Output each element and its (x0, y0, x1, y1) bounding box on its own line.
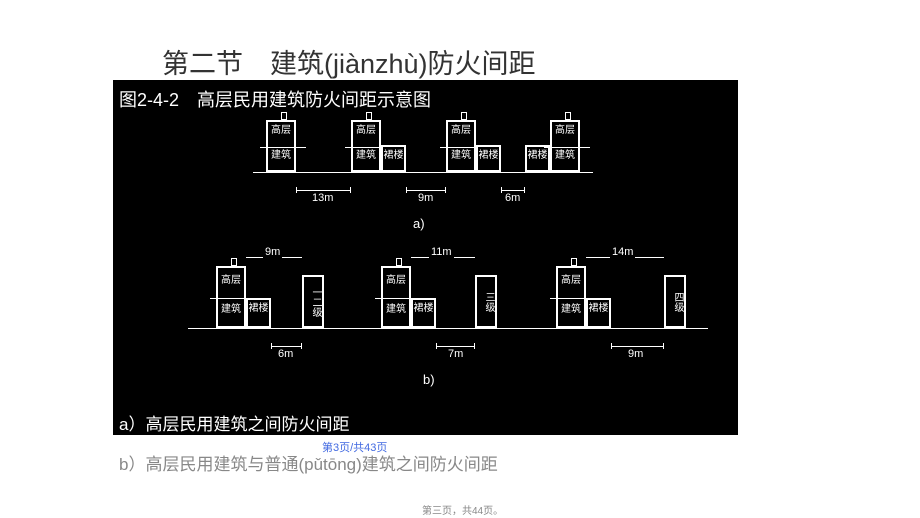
page-indicator-blue: 第3页/共43页 (322, 439, 387, 455)
dim-line (436, 346, 475, 347)
building-podium: 裙楼 (586, 298, 611, 328)
dim-label: 9m (626, 348, 645, 360)
building-tower: 高层 建筑 (381, 266, 411, 328)
chimney (461, 112, 467, 120)
podium-label: 裙楼 (248, 300, 269, 315)
panel-a-label: a) (413, 216, 425, 231)
building-tower: 高层 建筑 (550, 120, 580, 172)
ground-line (253, 172, 593, 173)
dim-tick (406, 187, 407, 193)
diagram-container: 图2-4-2 高层民用建筑防火间距示意图 高层 建筑 高层 建筑 裙楼 高层 建… (113, 80, 738, 435)
chimney (565, 112, 571, 120)
dim-label: 6m (276, 348, 295, 360)
dim-tick (501, 187, 502, 193)
building-label-top: 高层 (552, 122, 578, 137)
podium-label: 裙楼 (588, 300, 609, 315)
dim-tick (301, 343, 302, 349)
building-adjacent: 四级 (664, 275, 686, 328)
panel-b-label: b) (423, 372, 435, 387)
dim-label: 9m (416, 192, 435, 204)
dim-tick (271, 343, 272, 349)
dim-label: 11m (429, 246, 454, 258)
caption-a: a）高层民用建筑之间防火间距 (119, 410, 349, 435)
caption-b: b）高层民用建筑与普通(pǔtōng)建筑之间防火间距 (119, 450, 498, 475)
dim-line (406, 190, 446, 191)
building-adjacent: 一二级 (302, 275, 324, 328)
building-tower: 高层 建筑 (266, 120, 296, 172)
building-tower: 高层 建筑 (216, 266, 246, 328)
dim-tick (611, 343, 612, 349)
building-label-top: 高层 (353, 122, 379, 137)
dim-line (501, 190, 525, 191)
dim-label: 14m (610, 246, 635, 258)
dim-tick (296, 187, 297, 193)
building-label-bottom: 建筑 (448, 147, 474, 162)
dim-tick (436, 343, 437, 349)
adjacent-label: 三级 (477, 277, 495, 327)
chimney (231, 258, 237, 266)
divider (544, 147, 590, 148)
dim-tick (445, 187, 446, 193)
building-label-bottom: 建筑 (353, 147, 379, 162)
dim-tick (350, 187, 351, 193)
dim-line (271, 346, 302, 347)
ground-line (188, 328, 708, 329)
podium-label: 裙楼 (413, 300, 434, 315)
dim-label: 6m (503, 192, 522, 204)
dim-label: 7m (446, 348, 465, 360)
slide-title: 第二节 建筑(jiànzhù)防火间距 (162, 42, 536, 81)
building-podium: 裙楼 (476, 145, 501, 172)
dim-tick (663, 343, 664, 349)
dim-label: 9m (263, 246, 282, 258)
dim-label: 13m (310, 192, 335, 204)
divider (260, 147, 306, 148)
chimney (366, 112, 372, 120)
building-label-top: 高层 (218, 272, 244, 287)
dim-tick (524, 187, 525, 193)
building-label-bottom: 建筑 (383, 301, 409, 316)
building-podium: 裙楼 (411, 298, 436, 328)
dim-tick (474, 343, 475, 349)
podium-label: 裙楼 (383, 147, 404, 162)
building-label-bottom: 建筑 (268, 147, 294, 162)
adjacent-label: 四级 (666, 277, 684, 327)
building-label-top: 高层 (558, 272, 584, 287)
building-tower: 高层 建筑 (446, 120, 476, 172)
building-tower: 高层 建筑 (556, 266, 586, 328)
building-adjacent: 三级 (475, 275, 497, 328)
building-label-bottom: 建筑 (558, 301, 584, 316)
chimney (281, 112, 287, 120)
building-label-bottom: 建筑 (552, 147, 578, 162)
podium-label: 裙楼 (527, 147, 548, 162)
building-label-top: 高层 (383, 272, 409, 287)
adjacent-label: 一二级 (304, 277, 322, 327)
building-tower: 高层 建筑 (351, 120, 381, 172)
page-indicator-gray: 第三页，共44页。 (422, 502, 503, 517)
dim-line (611, 346, 664, 347)
building-label-top: 高层 (268, 122, 294, 137)
building-label-bottom: 建筑 (218, 301, 244, 316)
figure-title: 图2-4-2 高层民用建筑防火间距示意图 (119, 86, 431, 112)
building-label-top: 高层 (448, 122, 474, 137)
building-podium: 裙楼 (246, 298, 271, 328)
building-podium: 裙楼 (381, 145, 406, 172)
building-podium: 裙楼 (525, 145, 550, 172)
chimney (571, 258, 577, 266)
chimney (396, 258, 402, 266)
dim-line (296, 190, 351, 191)
podium-label: 裙楼 (478, 147, 499, 162)
